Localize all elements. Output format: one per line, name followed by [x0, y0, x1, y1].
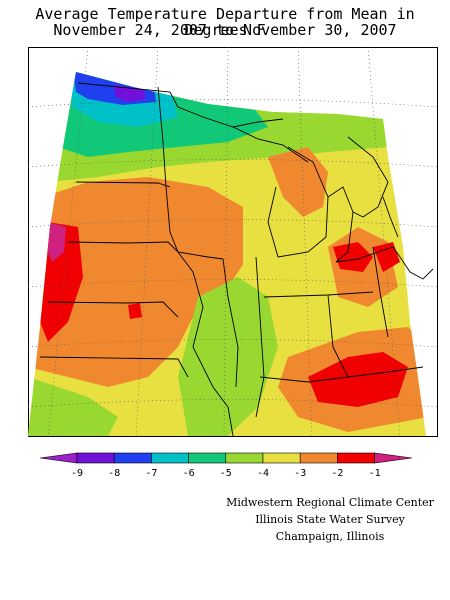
legend-bin-minus-4-to-minus-3 [262, 452, 301, 464]
legend-tick: -5 [220, 468, 232, 479]
legend-tick: -4 [257, 468, 269, 479]
credit-agency: Illinois State Water Survey [255, 513, 405, 526]
legend-tick: -8 [108, 468, 120, 479]
state-boundaries [39, 82, 434, 437]
map-title: Average Temperature Departure from Mean … [35, 5, 415, 39]
legend-bin-below-minus-9 [40, 452, 78, 464]
color-legend: -9 -8 -7 -6 -5 -4 -3 -2 -1 [40, 452, 412, 479]
legend-bin-above-minus-1 [374, 452, 412, 464]
legend-tick: -3 [294, 468, 306, 479]
legend-bin-minus-3-to-minus-2 [299, 452, 338, 464]
credit-location: Champaign, Illinois [275, 530, 385, 543]
legend-bin-minus-8-to-minus-7 [113, 452, 152, 464]
legend-tick: -1 [369, 468, 381, 479]
map-date-range: November 24, 2007 to November 30, 2007 [53, 21, 397, 39]
legend-tick: -6 [183, 468, 195, 479]
legend-bin-minus-5-to-minus-4 [225, 452, 264, 464]
credit-organization: Midwestern Regional Climate Center [226, 496, 434, 509]
temperature-map [28, 47, 438, 437]
legend-bin-minus-2-to-minus-1 [337, 452, 375, 464]
legend-bin-minus-9-to-minus-8 [76, 452, 115, 464]
legend-tick: -7 [145, 468, 157, 479]
legend-tick: -2 [331, 468, 343, 479]
legend-bin-minus-6-to-minus-5 [188, 452, 227, 464]
legend-tick: -9 [71, 468, 83, 479]
legend-bin-minus-7-to-minus-6 [151, 452, 189, 464]
